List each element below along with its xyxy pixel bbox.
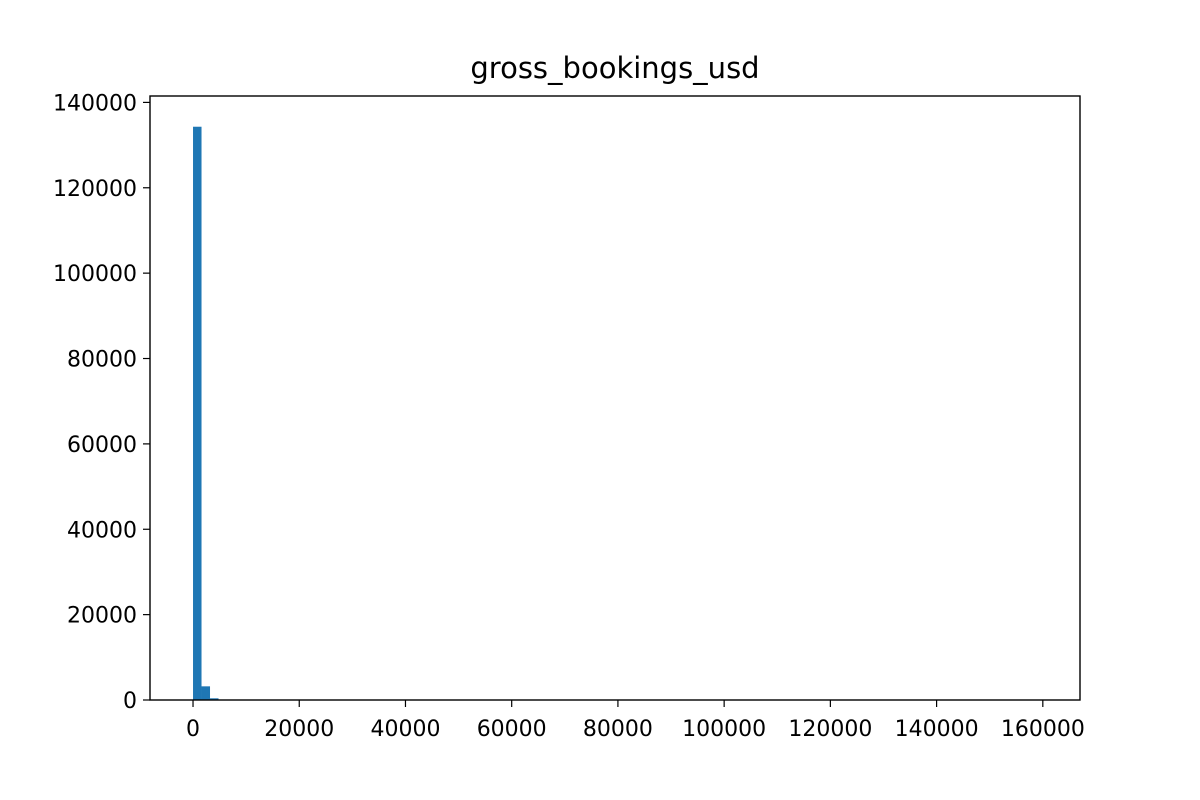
y-tick-label: 100000 xyxy=(53,262,137,287)
y-tick-label: 120000 xyxy=(53,177,137,202)
histogram-bar-1 xyxy=(201,686,211,700)
y-axis-ticks: 0 20000 40000 60000 80000 100000 120000 140000 xyxy=(53,91,150,714)
histogram-bars xyxy=(193,126,228,700)
x-tick-label: 60000 xyxy=(477,717,547,742)
x-tick-label: 20000 xyxy=(264,717,334,742)
y-tick-label: 140000 xyxy=(53,91,137,116)
x-tick-label: 160000 xyxy=(1001,717,1085,742)
y-tick-label: 20000 xyxy=(67,604,137,629)
x-tick-label: 80000 xyxy=(583,717,653,742)
y-tick-label: 80000 xyxy=(67,348,137,373)
x-axis-ticks: 0 20000 40000 60000 80000 100000 120000 140000 1… xyxy=(186,700,1085,742)
histogram-bar-2 xyxy=(210,698,219,700)
y-tick-label: 0 xyxy=(123,689,137,714)
y-tick-label: 60000 xyxy=(67,433,137,458)
chart-title: gross_bookings_usd xyxy=(470,51,759,85)
histogram-bar-0 xyxy=(193,126,202,700)
x-tick-label: 100000 xyxy=(682,717,766,742)
plot-frame xyxy=(149,95,1081,701)
x-tick-label: 40000 xyxy=(370,717,440,742)
x-tick-label: 120000 xyxy=(788,717,872,742)
y-tick-label: 40000 xyxy=(67,518,137,543)
x-tick-label: 140000 xyxy=(895,717,979,742)
x-tick-label: 0 xyxy=(186,717,200,742)
